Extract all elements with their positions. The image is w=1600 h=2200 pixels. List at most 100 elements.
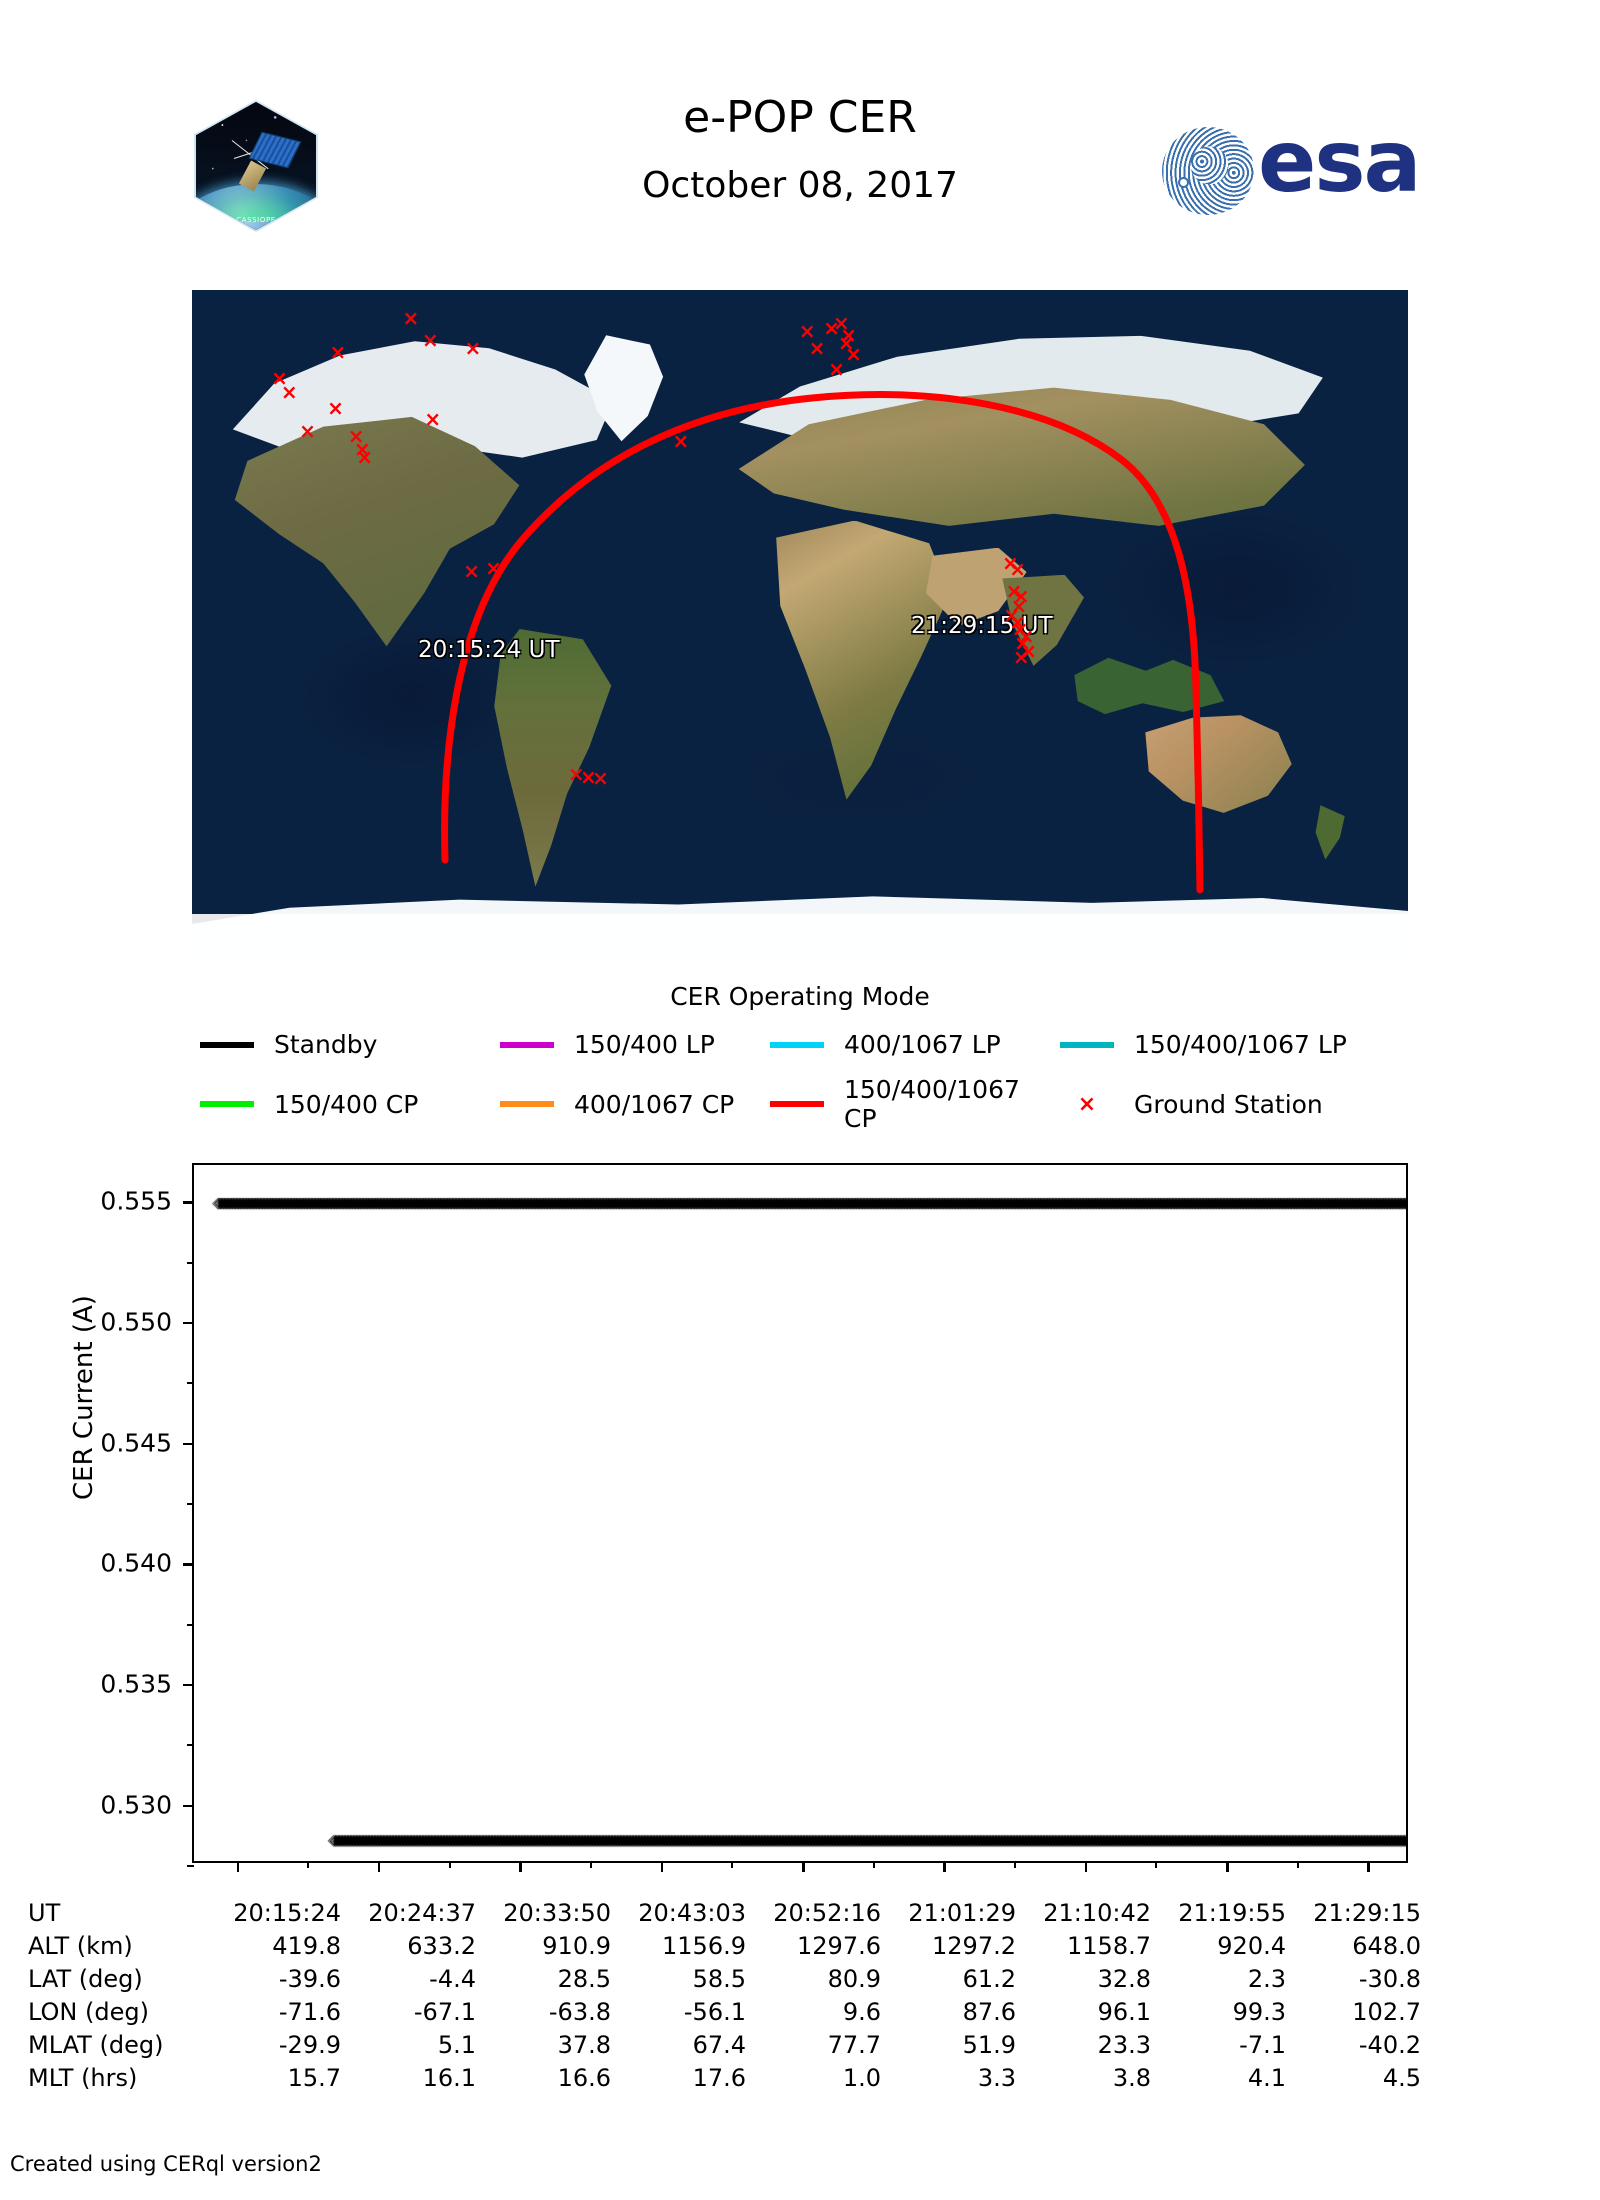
legend-color-swatch [500, 1041, 554, 1048]
footer-credit: Created using CERql version2 [10, 2152, 322, 2176]
legend-title: CER Operating Mode [670, 982, 930, 1011]
ground-station-marker: × [424, 406, 442, 431]
y-axis-major-tick [183, 1321, 194, 1325]
ground-station-marker: × [828, 356, 845, 381]
y-axis-tick-label: 0.555 [100, 1186, 172, 1216]
ephemeris-table-grid: UT 20:15:24 20:24:37 20:33:50 20:43:03 20:52:… [28, 1896, 1433, 2094]
table-cell: 3.3 [977, 2063, 1016, 2092]
esa-wordmark: esa [1258, 112, 1422, 212]
satellite-ground-track [441, 391, 1204, 894]
table-cell: -7.1 [1239, 2030, 1286, 2059]
legend-color-swatch [200, 1041, 254, 1048]
ground-station-marker: × [845, 341, 862, 366]
cassiope-satellite-logo: CASSIOPE [194, 100, 318, 232]
x-axis-major-tick [802, 1861, 805, 1872]
table-row-label: LON (deg) [28, 1997, 149, 2026]
ground-station-marker: × [1012, 645, 1030, 670]
ground-station-marker: × [1017, 623, 1035, 648]
table-cell: 920.4 [1217, 1931, 1286, 1960]
table-cell: -63.8 [548, 1997, 611, 2026]
y-axis-label: CER Current (A) [69, 1295, 99, 1500]
x-axis-major-tick [1226, 1861, 1229, 1872]
legend-item[interactable]: 150/400 CP [200, 1075, 500, 1133]
ground-station-marker: × [1010, 593, 1028, 618]
page-date: October 08, 2017 [642, 165, 958, 206]
ground-station-marker: × [832, 310, 850, 335]
table-row: LAT (deg) -39.6 -4.4 28.5 58.5 80.9 61.2 32.8 2.… [28, 1962, 1433, 1995]
ground-station-marker: × [353, 437, 371, 462]
y-axis-major-tick [183, 1683, 194, 1687]
legend-item-label: 150/400 LP [574, 1030, 715, 1059]
legend-item-label: 150/400/1067 CP [844, 1075, 1020, 1133]
table-row: LON (deg) -71.6 -67.1 -63.8 -56.1 9.6 87.6 96.1… [28, 1995, 1433, 2028]
table-row: MLT (hrs) 15.7 16.1 16.6 17.6 1.0 3.3 3.8 4.1 4.5 [28, 2061, 1433, 2094]
ground-station-marker: × [808, 336, 826, 361]
table-cell: 1297.2 [932, 1931, 1016, 1960]
ground-station-marker: × [1005, 579, 1023, 604]
table-cell: 77.7 [827, 2030, 881, 2059]
y-axis-minor-tick [187, 1261, 194, 1264]
ground-station-marker: × [840, 322, 858, 347]
legend-color-swatch [770, 1041, 824, 1048]
x-axis-major-tick [377, 1861, 381, 1872]
x-axis-major-tick [236, 1861, 240, 1872]
ground-station-marker: × [1020, 638, 1037, 663]
x-axis-minor-tick [872, 1861, 875, 1868]
table-cell: 20:24:37 [368, 1898, 476, 1927]
legend-item[interactable]: 150/400/1067 LP [1060, 1030, 1390, 1059]
cer-current-plot: CER Current (A) 0.530 0.535 0.540 0.545 0.55… [69, 1163, 1408, 1872]
ground-station-marker: × [421, 328, 439, 353]
page-header: CASSIOPE e-POP CER October 08, 2017 esa [0, 0, 1600, 280]
logo-hex-clip: CASSIOPE [196, 102, 316, 230]
ground-station-marker: × [299, 419, 316, 444]
table-cell: 96.1 [1097, 1997, 1151, 2026]
ground-station-marker: × [463, 558, 481, 583]
map-start-time-label: 20:15:24 UT [418, 637, 560, 663]
ground-station-marker: × [271, 366, 288, 391]
legend-item[interactable]: 150/400 LP [500, 1030, 770, 1059]
legend-item-label: 150/400/1067 LP [1134, 1030, 1347, 1059]
table-cell: 4.5 [1382, 2063, 1421, 2092]
table-row: ALT (km) 419.8 633.2 910.9 1156.9 1297.6 1297.… [28, 1929, 1433, 1962]
y-axis-tick-label: 0.550 [100, 1307, 172, 1337]
legend-item[interactable]: Standby [200, 1030, 500, 1059]
ground-station-marker: × [464, 335, 482, 360]
ground-station-marker: × [1011, 617, 1029, 641]
x-axis-minor-tick [307, 1861, 310, 1868]
table-cell: 67.4 [692, 2030, 746, 2059]
y-axis-tick-label: 0.540 [100, 1548, 172, 1578]
table-cell: 1.0 [842, 2063, 881, 2092]
x-axis-major-tick [660, 1861, 664, 1872]
table-cell: -29.9 [278, 2030, 341, 2059]
legend-item[interactable]: 400/1067 CP [500, 1075, 770, 1133]
table-cell: 99.3 [1232, 1997, 1286, 2026]
table-cell: 4.1 [1247, 2063, 1286, 2092]
table-cell: -67.1 [413, 1997, 476, 2026]
table-cell: 58.5 [692, 1964, 746, 1993]
ground-station-marker: × [280, 379, 298, 404]
table-row: MLAT (deg) -29.9 5.1 37.8 67.4 77.7 51.9 23.3 -7… [28, 2028, 1433, 2061]
legend-color-swatch [770, 1101, 824, 1107]
table-cell: 648.0 [1352, 1931, 1421, 1960]
table-cell: 2.3 [1247, 1964, 1286, 1993]
table-cell: 51.9 [962, 2030, 1016, 2059]
table-cell: 16.6 [557, 2063, 611, 2092]
table-cell: 419.8 [272, 1931, 341, 1960]
table-cell: 28.5 [557, 1964, 611, 1993]
esa-globe-icon [1162, 127, 1254, 215]
table-cell: 87.6 [962, 1997, 1016, 2026]
legend-item[interactable]: × Ground Station [1060, 1075, 1390, 1133]
x-axis-minor-tick [731, 1861, 734, 1868]
x-axis-minor-tick [448, 1861, 451, 1868]
ephemeris-table: UT 20:15:24 20:24:37 20:33:50 20:43:03 20:52:… [28, 1896, 1433, 2094]
legend-color-swatch [200, 1101, 254, 1107]
table-row-label: ALT (km) [28, 1931, 133, 1960]
y-axis-tick-label: 0.545 [100, 1428, 172, 1458]
ground-station-marker: × [567, 762, 585, 787]
y-axis-tick-label: 0.535 [100, 1669, 172, 1699]
legend-item[interactable]: 400/1067 LP [770, 1030, 1060, 1059]
map-canvas: 20:15:24 UT 21:29:15 UT × × × × × × × × × × × × × × × ×… [192, 290, 1408, 968]
legend-item[interactable]: 150/400/1067 CP [770, 1075, 1060, 1133]
table-row-label: LAT (deg) [28, 1964, 143, 1993]
ground-station-marker: × [798, 318, 816, 343]
